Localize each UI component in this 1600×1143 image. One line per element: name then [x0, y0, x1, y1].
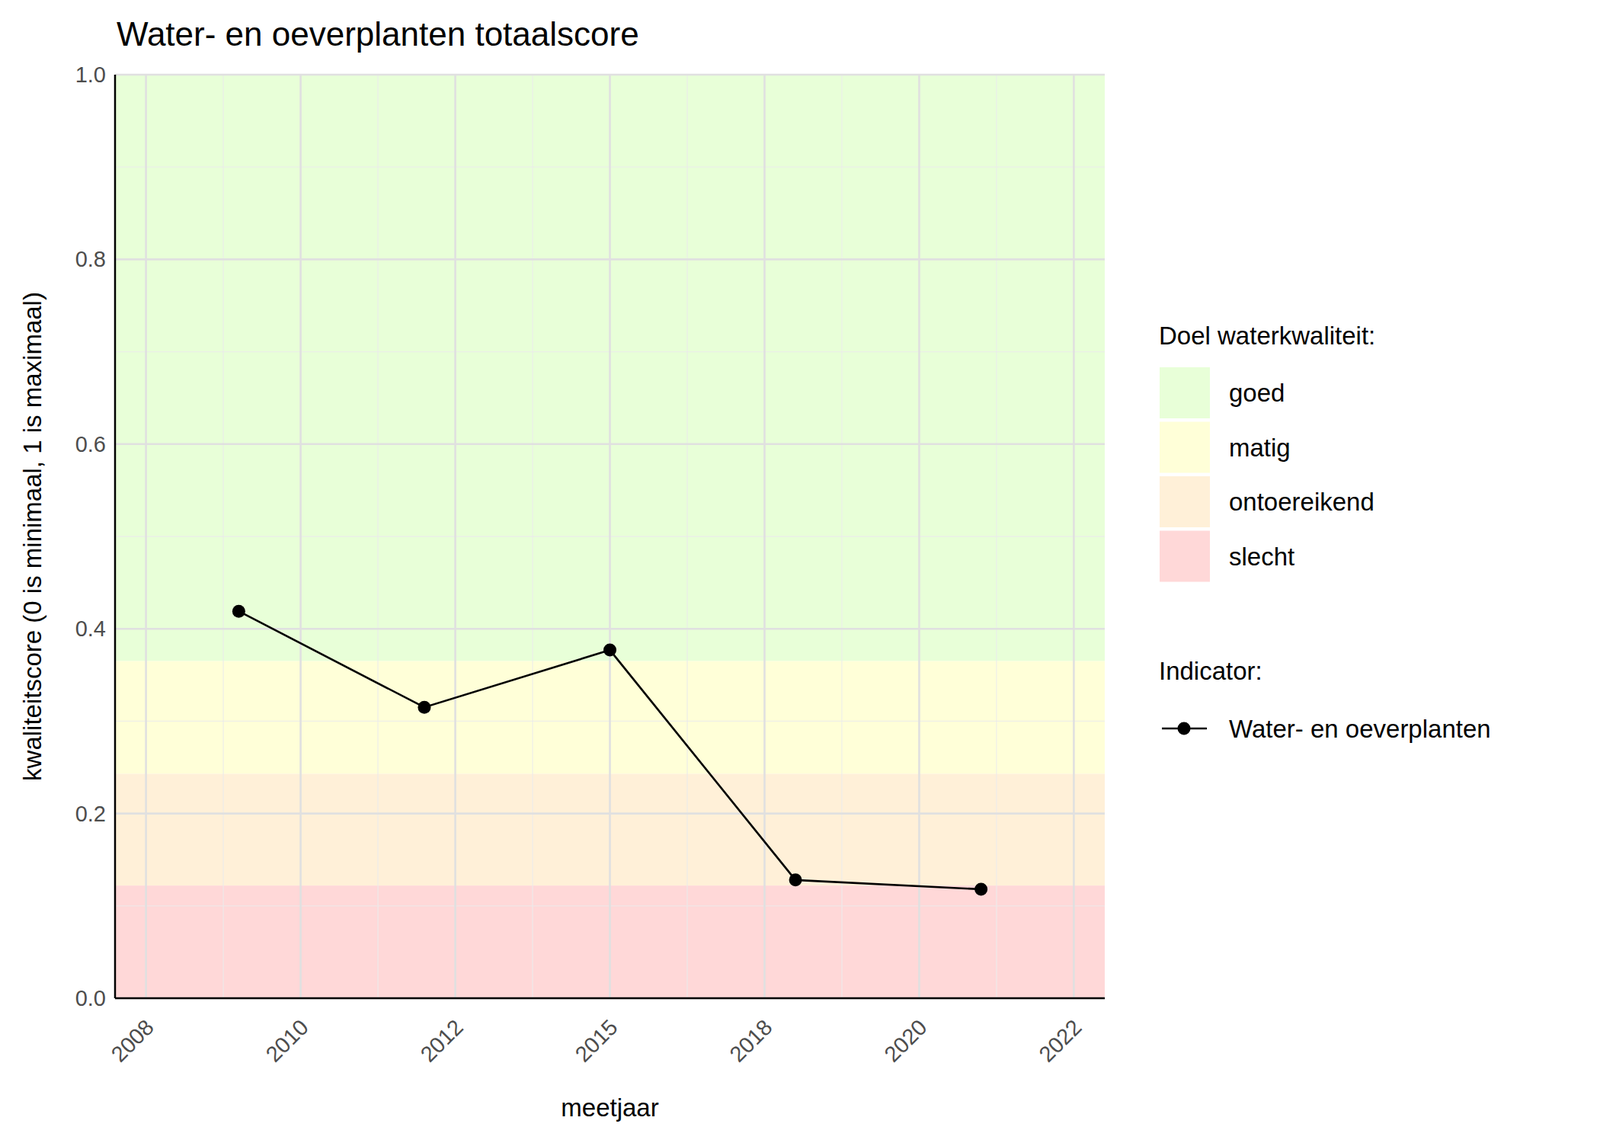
legend-label: goed: [1228, 378, 1285, 407]
x-axis-title: meetjaar: [560, 1093, 659, 1122]
grid-line: [144, 74, 148, 999]
x-tick-label: 2020: [879, 1014, 932, 1067]
minor-grid: [841, 74, 842, 999]
y-tick-label: 0.2: [75, 801, 106, 826]
minor-grid: [377, 74, 378, 999]
legend-key: [1159, 531, 1210, 583]
x-tick-label: 2010: [261, 1014, 314, 1067]
chart: 0.0 0.2 0.4 0.6 0.8 1.0 2008 2010 2012 2015 2018 20…: [0, 0, 1600, 1143]
minor-grid: [686, 74, 688, 999]
minor-grid: [995, 74, 997, 999]
x-tick-label: 2018: [724, 1014, 777, 1067]
legend: Doel waterkwaliteit: goed matig ontoereiken…: [1158, 321, 1492, 743]
minor-grid: [531, 74, 533, 999]
grid-line: [918, 74, 921, 999]
y-tick-label: 1.0: [75, 62, 106, 87]
grid-line: [608, 74, 612, 999]
series-line: [238, 611, 981, 890]
grid-line: [454, 74, 457, 999]
legend-label: matig: [1228, 433, 1291, 462]
grid-line: [763, 74, 766, 999]
x-axis: [115, 997, 1105, 1000]
grid-line: [299, 74, 302, 999]
grid-line: [1072, 74, 1076, 999]
title: Water- en oeverplanten totaalscore: [116, 15, 640, 53]
y-tick-label: 0.4: [75, 616, 106, 641]
point: [232, 604, 246, 618]
x-tick-label: 2015: [569, 1014, 622, 1067]
grid-line: [115, 997, 1105, 1000]
y-axis-title: kwaliteitscore (0 is minimaal, 1 is maxi…: [18, 291, 47, 781]
legend-label: Water- en oeverplanten: [1228, 714, 1492, 743]
grid: [115, 74, 1105, 999]
legend-key: [1159, 476, 1210, 528]
y-axis: [114, 74, 117, 999]
bands: [115, 74, 1105, 999]
point: [417, 700, 431, 714]
point: [789, 873, 803, 887]
legend-label: ontoereikend: [1228, 487, 1375, 516]
y-tick-label: 0.0: [75, 985, 106, 1011]
y-tick-label: 0.6: [75, 432, 106, 457]
point: [974, 882, 988, 896]
legend-key: [1159, 367, 1210, 419]
x-tick-label: 2012: [416, 1014, 468, 1067]
legend-key: [1159, 422, 1210, 474]
x-tick-label: 2008: [106, 1014, 159, 1067]
legend-title: Indicator:: [1158, 656, 1263, 685]
legend-label: slecht: [1228, 542, 1295, 571]
minor-grid: [222, 74, 224, 999]
data: [232, 604, 988, 896]
legend-key: [1177, 722, 1191, 736]
y-tick-label: 0.8: [75, 246, 106, 272]
x-tick-label: 2022: [1033, 1014, 1086, 1067]
legend-title: Doel waterkwaliteit:: [1158, 321, 1376, 350]
point: [603, 643, 617, 657]
